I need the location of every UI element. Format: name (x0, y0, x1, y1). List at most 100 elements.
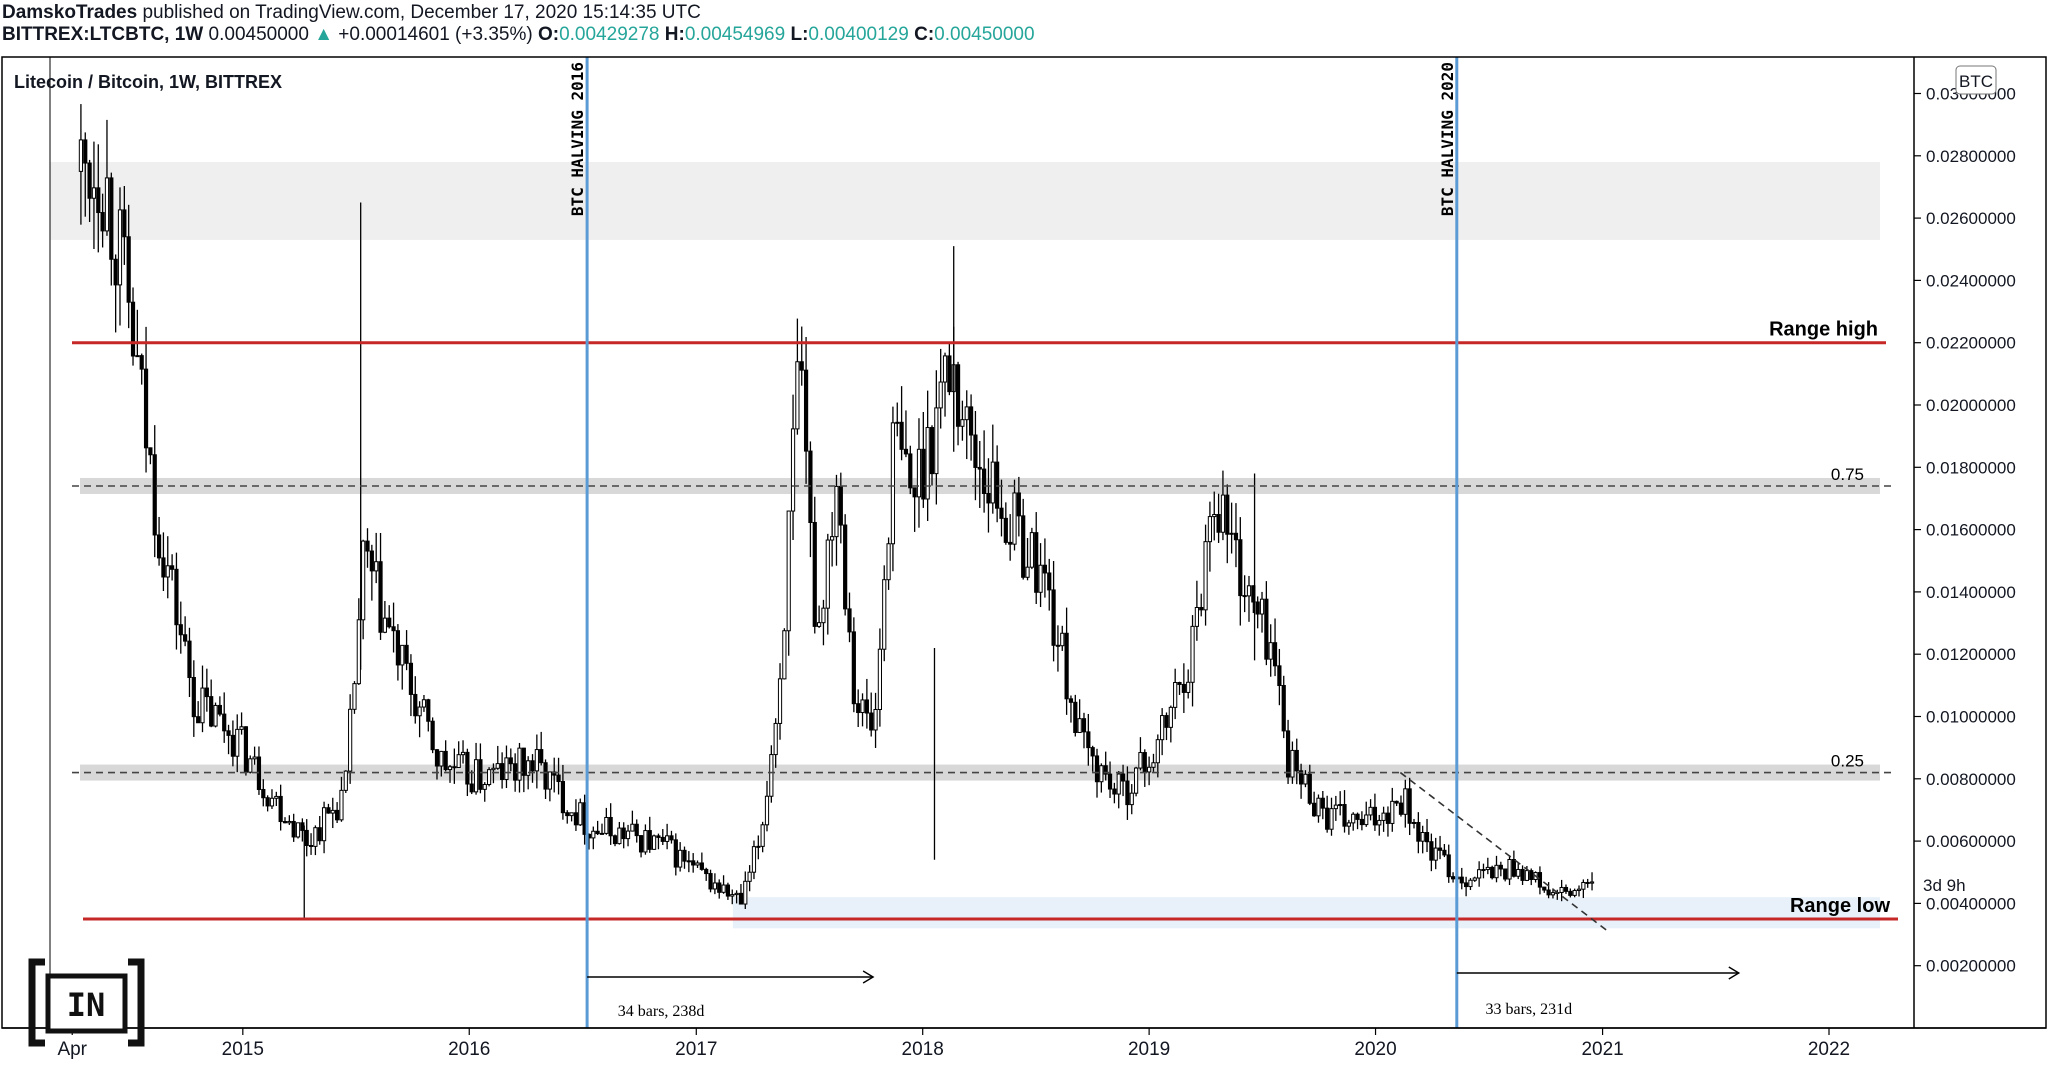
candle-body (1090, 747, 1095, 757)
candle-body (651, 835, 657, 850)
y-tick-label: 0.01400000 (1926, 583, 2016, 602)
candle-body (860, 699, 865, 714)
symbol-label[interactable]: BITTREX:LTCBTC, 1W (2, 24, 204, 45)
candle-body (1498, 864, 1503, 870)
price-axis[interactable]: 0.030000000.028000000.026000000.02400000… (1914, 85, 2016, 976)
candle-body (1529, 870, 1534, 880)
candle-body (1168, 706, 1173, 728)
candle-body (434, 749, 440, 767)
candle-body (812, 521, 817, 627)
candle-body (1411, 821, 1417, 824)
candle-body (213, 704, 218, 727)
candle-body (504, 757, 509, 780)
candle-body (895, 421, 900, 424)
candle-body (769, 754, 774, 797)
candle-body (378, 561, 383, 633)
x-tick-label: 2017 (675, 1039, 717, 1060)
candle-body (1051, 589, 1056, 646)
candle-body (200, 687, 205, 724)
candle-body (986, 492, 991, 504)
candle-body (269, 797, 275, 807)
candle-body (795, 361, 800, 430)
candle-body (1034, 532, 1039, 593)
candle-body (1299, 770, 1304, 785)
candlestick-series (78, 104, 1595, 919)
candle-body (547, 771, 552, 790)
chart-header: DamskoTrades published on TradingView.co… (0, 0, 2048, 56)
candle-body (599, 832, 605, 835)
y-tick-label: 0.00600000 (1926, 832, 2016, 851)
logo-mark: IN (67, 986, 106, 1024)
candle-body (235, 728, 240, 757)
y-tick-label: 0.02000000 (1926, 396, 2016, 415)
x-tick-label: 2016 (448, 1039, 490, 1060)
candle-body (209, 696, 214, 727)
candle-body (1199, 607, 1204, 611)
author-name[interactable]: DamskoTrades (2, 2, 138, 23)
candle-body (678, 849, 683, 868)
candle-body (1507, 859, 1512, 880)
candle-body (786, 510, 791, 632)
candle-body (1576, 888, 1582, 891)
trend-line[interactable] (1399, 771, 1609, 933)
candle-body (126, 236, 131, 303)
candle-body (313, 827, 318, 847)
candle-body (308, 845, 314, 848)
candle-body (977, 466, 982, 470)
candle-body (1377, 819, 1382, 826)
candle-body (1016, 492, 1021, 517)
candle-body (304, 829, 309, 847)
candle-body (282, 821, 288, 824)
candle-body (691, 860, 696, 866)
candle-body (148, 447, 153, 456)
candle-body (1572, 889, 1577, 896)
candle-body (647, 830, 652, 850)
candle-body (1464, 882, 1469, 888)
candle-body (617, 827, 622, 845)
candle-body (682, 849, 687, 862)
candle-body (204, 687, 209, 698)
candle-body (982, 468, 987, 494)
candle-body (1233, 532, 1239, 541)
candle-body (1099, 765, 1104, 783)
candle-body (356, 619, 361, 685)
candle-body (630, 823, 635, 832)
candle-body (921, 448, 926, 500)
candle-body (530, 760, 535, 772)
x-tick-label: 2020 (1354, 1039, 1396, 1060)
candle-body (847, 608, 852, 633)
candle-body (1346, 822, 1351, 827)
candle-body (1281, 685, 1286, 732)
candle-body (1477, 869, 1482, 879)
candle-body (903, 448, 909, 455)
low-label: L: (790, 24, 809, 45)
candle-body (1155, 739, 1160, 764)
candle-body (443, 750, 448, 771)
candle-body (747, 871, 752, 882)
candle-body (877, 648, 882, 711)
time-axis[interactable]: Apr 2015 2016 2017 2018 2019 2020 2021 2022 (57, 1028, 1850, 1060)
y-tick-label: 0.02800000 (1926, 147, 2016, 166)
range-low-label: Range low (1790, 895, 1890, 917)
candle-body (942, 355, 948, 383)
candle-body (1133, 767, 1139, 794)
close-label: C: (914, 24, 935, 45)
candle-body (1216, 514, 1221, 533)
candle-body (751, 846, 757, 873)
candle-body (1064, 632, 1069, 700)
currency-badge[interactable]: BTC (1955, 65, 1997, 95)
candle-body (1194, 607, 1199, 627)
candle-body (1190, 625, 1195, 683)
candle-body (973, 434, 978, 468)
candle-body (916, 448, 922, 498)
candle-body (968, 406, 974, 436)
candle-body (1220, 494, 1226, 533)
candle-body (591, 830, 596, 839)
candle-body (908, 453, 913, 489)
y-tick-label: 0.01600000 (1926, 521, 2016, 540)
candle-body (1086, 731, 1091, 749)
candle-body (1294, 749, 1299, 772)
candle-body (191, 676, 196, 718)
candle-body (473, 759, 479, 793)
